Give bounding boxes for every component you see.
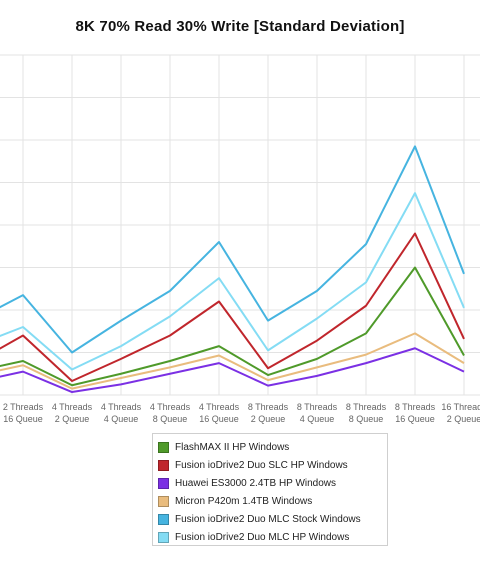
legend: FlashMAX II HP Windows Fusion ioDrive2 Du… (152, 433, 388, 546)
legend-item: Fusion ioDrive2 Duo SLC HP Windows (158, 456, 387, 474)
legend-swatch (158, 459, 169, 471)
series-line-1 (0, 232, 465, 382)
x-tick-label: 8 Threads 2 Queue (248, 402, 289, 424)
x-tick-label: 4 Threads 4 Queue (101, 402, 142, 424)
legend-label: Fusion ioDrive2 Duo MLC HP Windows (175, 531, 350, 543)
legend-swatch (158, 513, 169, 525)
x-tick-label: 4 Threads 8 Queue (150, 402, 191, 424)
legend-label: Fusion ioDrive2 Duo MLC Stock Windows (175, 513, 361, 525)
legend-swatch (158, 477, 169, 489)
legend-label: Fusion ioDrive2 Duo SLC HP Windows (175, 459, 348, 471)
legend-swatch (158, 495, 169, 507)
legend-label: Huawei ES3000 2.4TB HP Windows (175, 477, 337, 489)
legend-item: Fusion ioDrive2 Duo MLC HP Windows (158, 528, 387, 546)
grid-lines (0, 54, 480, 396)
legend-swatch (158, 441, 169, 453)
legend-item: Micron P420m 1.4TB Windows (158, 492, 387, 510)
x-tick-label: 2 Threads 16 Queue (3, 402, 44, 424)
legend-label: FlashMAX II HP Windows (175, 441, 290, 453)
series-lines (0, 145, 465, 394)
legend-label: Micron P420m 1.4TB Windows (175, 495, 313, 507)
chart-title: 8K 70% Read 30% Write [Standard Deviatio… (75, 18, 405, 35)
series-line-3 (0, 332, 465, 390)
x-tick-label: 4 Threads 16 Queue (199, 402, 240, 424)
series-line-0 (0, 266, 465, 387)
legend-swatch (158, 531, 169, 543)
legend-item: Huawei ES3000 2.4TB HP Windows (158, 474, 387, 492)
legend-item: Fusion ioDrive2 Duo MLC Stock Windows (158, 510, 387, 528)
series-line-5 (0, 192, 465, 371)
legend-item: FlashMAX II HP Windows (158, 438, 387, 456)
x-tick-label: 8 Threads 4 Queue (297, 402, 338, 424)
x-tick-label: 8 Threads 8 Queue (346, 402, 387, 424)
x-tick-label: 4 Threads 2 Queue (52, 402, 93, 424)
series-line-2 (0, 347, 465, 394)
x-tick-label: 8 Threads 16 Queue (395, 402, 436, 424)
series-line-4 (0, 145, 465, 354)
